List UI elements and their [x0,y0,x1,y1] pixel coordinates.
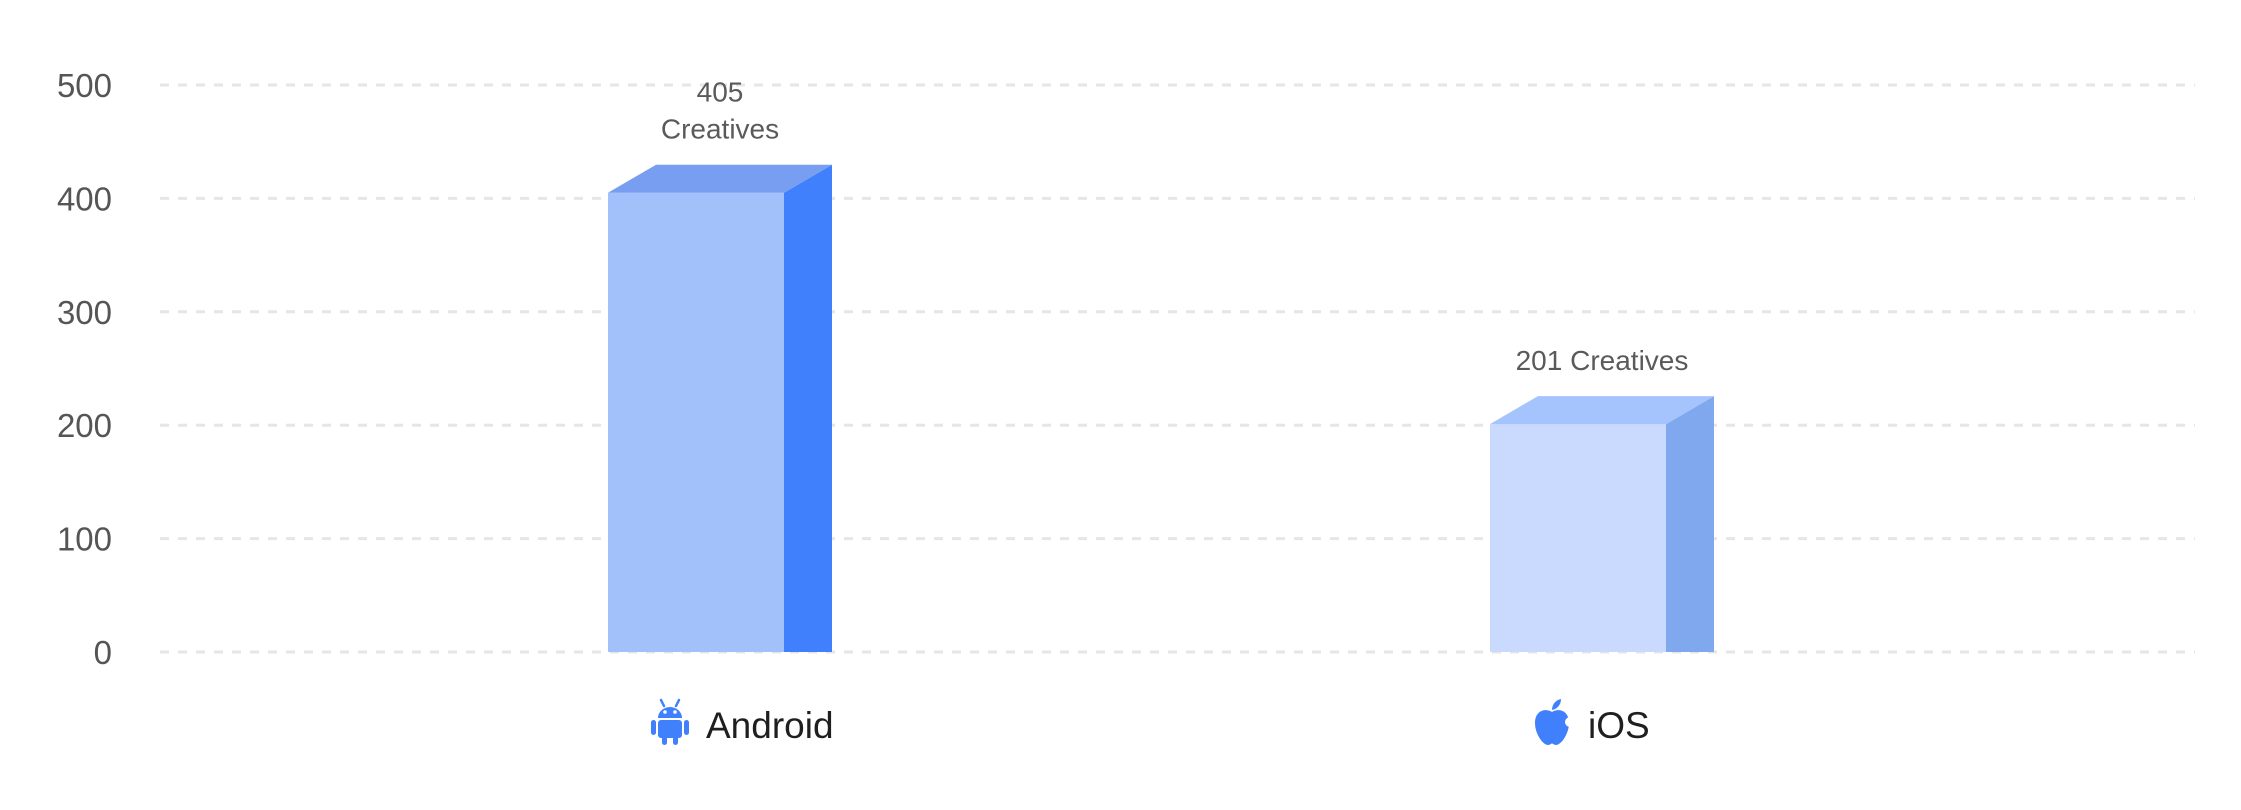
android-body [658,720,682,738]
data-label: 405 [697,77,744,108]
y-tick-label: 400 [57,180,112,217]
y-tick-label: 300 [57,294,112,331]
apple-body [1535,710,1569,745]
y-tick-label: 0 [94,634,112,671]
bar-android [608,164,832,653]
bar-side-face [1666,396,1714,652]
bar-front-face [608,192,784,653]
android-leg [673,734,678,745]
category-label: Android [706,705,834,746]
gridlines [160,83,2195,654]
category-label: iOS [1588,705,1650,746]
bar-top-face [608,164,832,193]
android-antenna [659,698,666,708]
bars [608,164,1714,653]
data-label: 201 Creatives [1516,345,1689,376]
y-tick-label: 100 [57,521,112,558]
bar-ios [1490,396,1714,652]
x-axis-categories: Android iOS [651,698,1650,746]
data-label: Creatives [661,114,779,145]
apple-leaf [1552,699,1561,710]
y-tick-label: 200 [57,407,112,444]
android-arm [684,720,689,735]
bar-top-face [1490,396,1714,425]
bar-front-face [1490,424,1666,652]
data-labels: 405 Creatives 201 Creatives [661,77,1689,376]
android-head [658,707,682,718]
android-leg [662,734,667,745]
y-tick-label: 500 [57,67,112,104]
android-icon [651,698,689,745]
apple-icon [1535,699,1575,745]
y-axis-ticks: 0 100 200 300 400 500 [57,67,112,671]
android-eye [663,710,667,714]
apple-bite [1565,717,1575,727]
android-antenna [674,698,681,708]
android-arm [651,720,656,735]
bar-side-face [784,164,832,653]
android-eye [673,710,677,714]
